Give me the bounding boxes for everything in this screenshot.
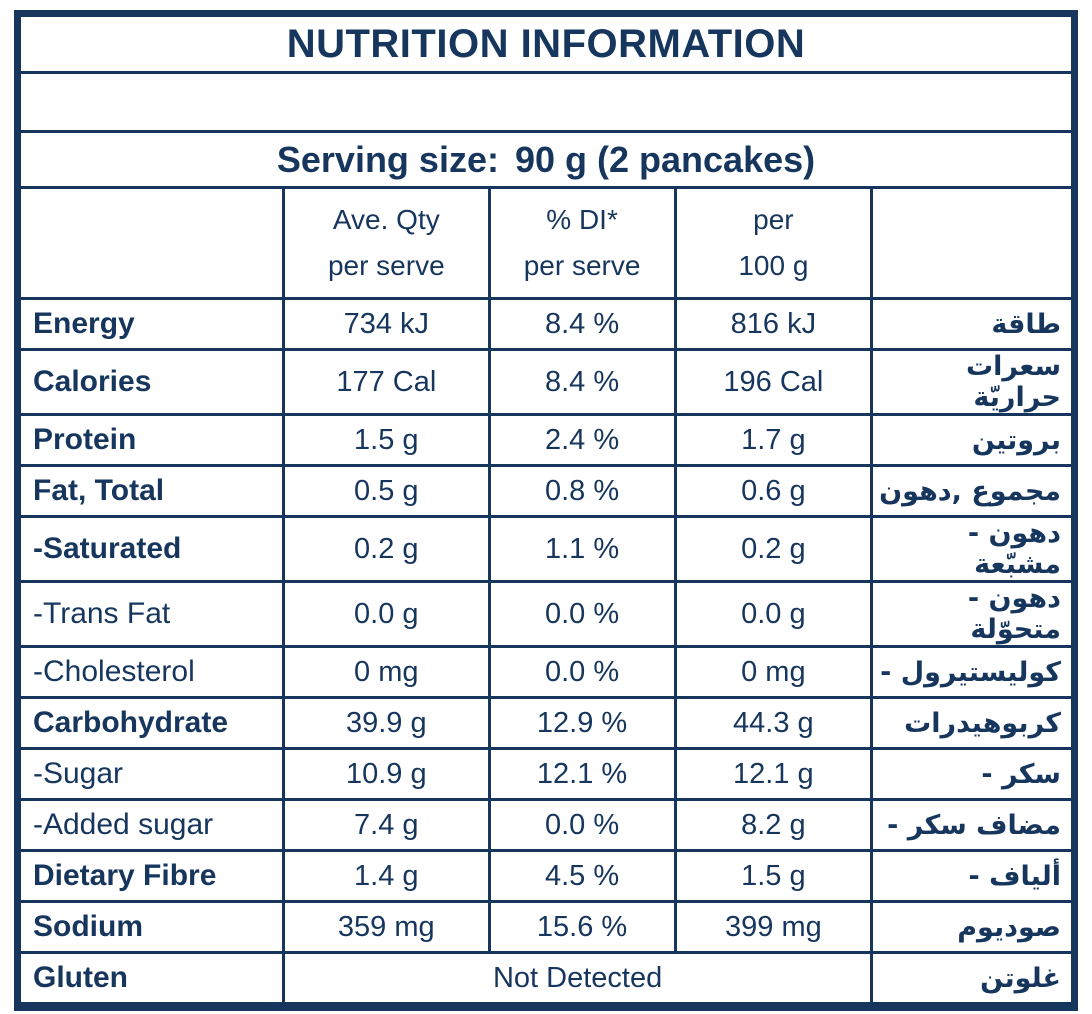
trans-fat-di-value: 0.0 % <box>490 580 677 645</box>
protein-ave-value: 1.5 g <box>284 413 491 464</box>
nutrient-label-fat-total: Fat, Total <box>21 464 285 515</box>
cholesterol-per100-value: 0 mg <box>676 645 874 696</box>
sugar-ave-value: 10.9 g <box>284 747 491 798</box>
dietary-fibre-ave-value: 1.4 g <box>284 849 491 900</box>
protein-per100-value: 1.7 g <box>676 413 874 464</box>
nutrient-label-gluten: Gluten <box>21 951 285 1002</box>
fat-total-ave-value: 0.5 g <box>284 464 491 515</box>
nutrient-label-cholesterol: -Cholesterol <box>21 645 285 696</box>
energy-di-value: 8.4 % <box>490 297 677 348</box>
fat-total-per100-value: 0.6 g <box>676 464 874 515</box>
nutrient-label-dietary-fibre: Dietary Fibre <box>21 849 285 900</box>
nutrient-label-added-sugar: -Added sugar <box>21 798 285 849</box>
nutrient-label-ar-sodium: صوديوم <box>873 900 1071 951</box>
nutrient-label-sodium: Sodium <box>21 900 285 951</box>
energy-ave-value: 734 kJ <box>284 297 491 348</box>
nutrient-label-energy: Energy <box>21 297 285 348</box>
calories-ave-value: 177 Cal <box>284 348 491 413</box>
empty-row <box>21 74 1071 133</box>
sodium-per100-value: 399 mg <box>676 900 874 951</box>
nutrient-label-ar-fat-total: دهون,‎ مجموع <box>873 464 1071 515</box>
nutrition-grid: Ave. Qty per serve % DI* per serve per 1… <box>21 189 1071 1002</box>
sugar-di-value: 12.1 % <box>490 747 677 798</box>
nutrient-label-ar-trans-fat: - دهون‎ متحوّلة <box>873 580 1071 645</box>
sugar-per100-value: 12.1 g <box>676 747 874 798</box>
saturated-di-value: 1.1 % <box>490 515 677 580</box>
added-sugar-per100-value: 8.2 g <box>676 798 874 849</box>
cholesterol-di-value: 0.0 % <box>490 645 677 696</box>
nutrient-label-ar-calories: سعرات‎ حراريّة <box>873 348 1071 413</box>
carbohydrate-ave-value: 39.9 g <box>284 696 491 747</box>
column-header-empty <box>21 189 285 297</box>
gluten-result-value: Not Detected <box>284 951 874 1002</box>
column-header-di: % DI* per serve <box>491 189 677 297</box>
carbohydrate-per100-value: 44.3 g <box>676 696 874 747</box>
nutrient-label-calories: Calories <box>21 348 285 413</box>
dietary-fibre-di-value: 4.5 % <box>490 849 677 900</box>
trans-fat-ave-value: 0.0 g <box>284 580 491 645</box>
nutrient-label-protein: Protein <box>21 413 285 464</box>
column-header-arabic-empty <box>873 189 1071 297</box>
serving-size-value: 90 g (2 pancakes) <box>514 138 816 180</box>
saturated-ave-value: 0.2 g <box>284 515 491 580</box>
fat-total-di-value: 0.8 % <box>490 464 677 515</box>
nutrition-table: NUTRITION INFORMATION Serving size: 90 g… <box>14 10 1078 1011</box>
calories-per100-value: 196 Cal <box>676 348 874 413</box>
nutrient-label-ar-energy: طاقة <box>873 297 1071 348</box>
column-header-per-100g: per 100 g <box>677 189 874 297</box>
nutrient-label-ar-gluten: غلوتن <box>873 951 1071 1002</box>
nutrient-label-ar-sugar: - سكر <box>873 747 1071 798</box>
added-sugar-di-value: 0.0 % <box>490 798 677 849</box>
calories-di-value: 8.4 % <box>490 348 677 413</box>
nutrient-label-ar-dietary-fibre: - ألياف <box>873 849 1071 900</box>
nutrient-label-ar-carbohydrate: كربوهيدرات <box>873 696 1071 747</box>
nutrient-label-trans-fat: -Trans Fat <box>21 580 285 645</box>
page-title: NUTRITION INFORMATION <box>21 17 1071 74</box>
nutrient-label-carbohydrate: Carbohydrate <box>21 696 285 747</box>
nutrient-label-ar-added-sugar: - سكر‎ مضاف <box>873 798 1071 849</box>
trans-fat-per100-value: 0.0 g <box>676 580 874 645</box>
carbohydrate-di-value: 12.9 % <box>490 696 677 747</box>
added-sugar-ave-value: 7.4 g <box>284 798 491 849</box>
nutrient-label-ar-protein: بروتين <box>873 413 1071 464</box>
nutrient-label-saturated: -Saturated <box>21 515 285 580</box>
saturated-per100-value: 0.2 g <box>676 515 874 580</box>
nutrient-label-ar-cholesterol: - كوليستيرول <box>873 645 1071 696</box>
serving-size-label: Serving size: <box>276 138 499 180</box>
cholesterol-ave-value: 0 mg <box>284 645 491 696</box>
column-header-ave-qty: Ave. Qty per serve <box>285 189 491 297</box>
dietary-fibre-per100-value: 1.5 g <box>676 849 874 900</box>
nutrient-label-ar-saturated: - دهون‎ مشبّعة <box>873 515 1071 580</box>
energy-per100-value: 816 kJ <box>676 297 874 348</box>
protein-di-value: 2.4 % <box>490 413 677 464</box>
nutrient-label-sugar: -Sugar <box>21 747 285 798</box>
sodium-ave-value: 359 mg <box>284 900 491 951</box>
serving-size-row: Serving size: 90 g (2 pancakes) <box>21 133 1071 189</box>
sodium-di-value: 15.6 % <box>490 900 677 951</box>
